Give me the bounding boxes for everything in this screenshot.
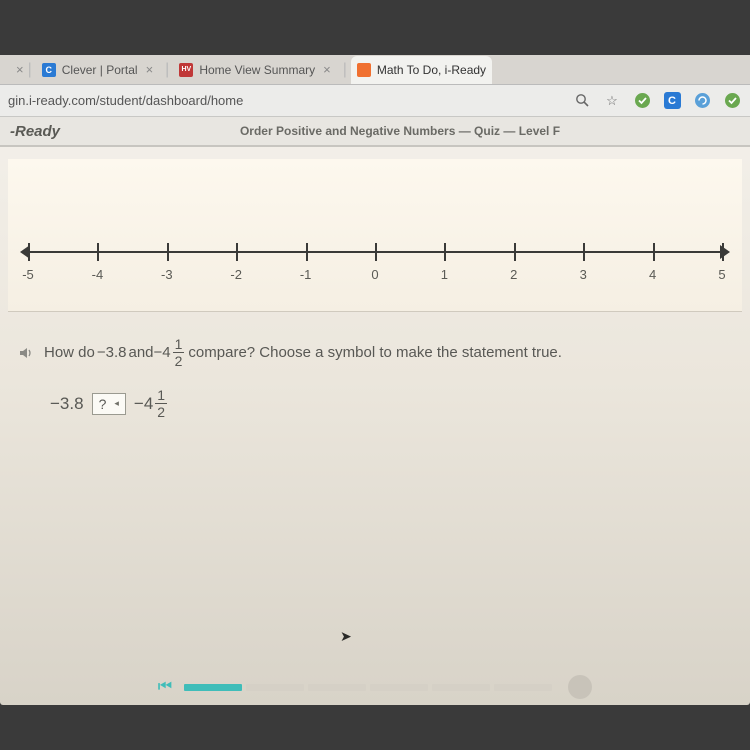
tick-label: 5: [718, 267, 725, 282]
tick: [444, 243, 446, 261]
q-val-a: −3.8: [97, 344, 127, 361]
badge-check2-icon[interactable]: [722, 91, 742, 111]
tick: [306, 243, 308, 261]
tab-clever[interactable]: C Clever | Portal ×: [36, 56, 159, 84]
numberline-panel: -5 -4 -3 -2 -1 0 1 2 3 4 5: [8, 159, 742, 312]
hv-favicon-icon: HV: [179, 63, 193, 77]
zoom-icon[interactable]: [572, 91, 592, 111]
q-prefix: How do: [44, 344, 95, 361]
tick: [28, 243, 30, 261]
address-bar: gin.i-ready.com/student/dashboard/home ☆…: [0, 85, 750, 117]
clever-badge-icon[interactable]: C: [662, 91, 682, 111]
badge-check-icon[interactable]: [632, 91, 652, 111]
tick-label: -1: [300, 267, 312, 282]
star-icon[interactable]: ☆: [602, 91, 622, 111]
q-mid: and: [128, 344, 153, 361]
tick: [375, 243, 377, 261]
tick-label: 2: [510, 267, 517, 282]
speaker-icon[interactable]: [18, 345, 34, 361]
progress-segment: [308, 684, 366, 691]
tick-label: 0: [371, 267, 378, 282]
question-row: How do −3.8 and −4 1 2 compare? Choose a…: [0, 318, 750, 369]
tab-label: Home View Summary: [199, 63, 315, 77]
laptop-screen: × | C Clever | Portal × | HV Home View S…: [0, 55, 750, 705]
tick: [236, 243, 238, 261]
tick-label: 3: [580, 267, 587, 282]
iready-favicon-icon: [357, 63, 371, 77]
comparison-dropdown[interactable]: ? ◂: [92, 393, 126, 415]
progress-segment: [246, 684, 304, 691]
tick: [722, 243, 724, 261]
progress-segment: [370, 684, 428, 691]
url-text[interactable]: gin.i-ready.com/student/dashboard/home: [8, 93, 562, 108]
chevron-down-icon: ◂: [114, 398, 119, 409]
browser-tabbar: × | C Clever | Portal × | HV Home View S…: [0, 55, 750, 85]
next-button[interactable]: [568, 675, 592, 699]
tick-label: 4: [649, 267, 656, 282]
main-content: -5 -4 -3 -2 -1 0 1 2 3 4 5 How do −3.8 and −4 1 2 …: [0, 159, 750, 420]
tab-label: Clever | Portal: [62, 63, 138, 77]
q-suffix: compare? Choose a symbol to make the sta…: [188, 344, 562, 361]
close-icon[interactable]: ×: [323, 62, 331, 77]
close-icon[interactable]: ×: [16, 62, 24, 77]
clever-favicon-icon: C: [42, 63, 56, 77]
progress-segment: [494, 684, 552, 691]
expr-left: −3.8: [50, 394, 84, 414]
expr-right: −4 1 2: [134, 387, 167, 420]
dropdown-label: ?: [99, 396, 107, 412]
tick-label: -5: [22, 267, 34, 282]
tab-iready[interactable]: Math To Do, i-Ready: [351, 56, 492, 84]
tick-label: 1: [441, 267, 448, 282]
mouse-cursor-icon: ➤: [340, 628, 352, 645]
tick-label: -2: [230, 267, 242, 282]
progress-segment: [184, 684, 242, 691]
prev-button[interactable]: ⏮: [158, 678, 172, 696]
progress-bar: ⏮: [0, 669, 750, 705]
fraction: 1 2: [173, 336, 185, 369]
progress-segment: [432, 684, 490, 691]
app-header: -Ready Order Positive and Negative Numbe…: [0, 117, 750, 147]
brand-text: -Ready: [10, 123, 60, 140]
q-val-b: −4 1 2: [154, 336, 185, 369]
tick: [97, 243, 99, 261]
tick-label: -3: [161, 267, 173, 282]
close-icon[interactable]: ×: [146, 62, 154, 77]
fraction: 1 2: [155, 387, 167, 420]
tick-label: -4: [92, 267, 104, 282]
tick: [583, 243, 585, 261]
tick: [514, 243, 516, 261]
sync-icon[interactable]: [692, 91, 712, 111]
number-line: -5 -4 -3 -2 -1 0 1 2 3 4 5: [20, 239, 730, 299]
tab-home-view[interactable]: HV Home View Summary ×: [173, 56, 336, 84]
expression-row: −3.8 ? ◂ −4 1 2: [0, 369, 750, 420]
tick: [167, 243, 169, 261]
tick: [653, 243, 655, 261]
quiz-title: Order Positive and Negative Numbers — Qu…: [60, 124, 740, 138]
tab-label: Math To Do, i-Ready: [377, 63, 486, 77]
